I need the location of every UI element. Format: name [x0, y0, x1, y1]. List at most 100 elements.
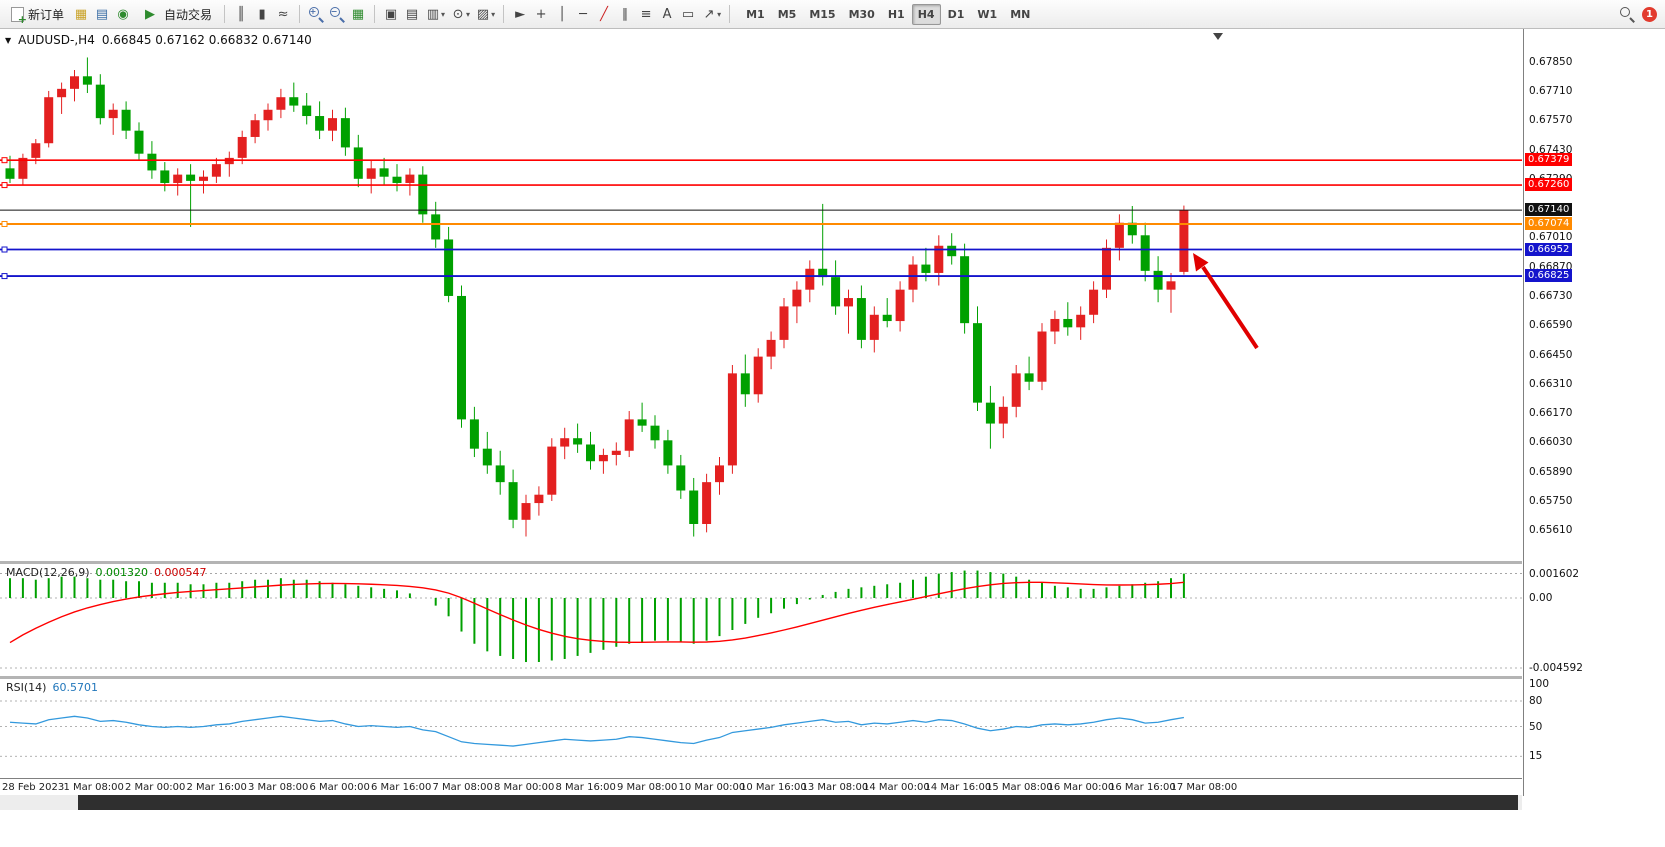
time-label: 13 Mar 08:00 [801, 782, 869, 793]
label-tool-icon[interactable]: ▭ [681, 6, 695, 22]
price-chart[interactable] [0, 30, 1522, 561]
time-label: 17 Mar 08:00 [1170, 782, 1238, 793]
one-click-collapse-icon[interactable]: ▼ [5, 35, 12, 45]
price-tick: 0.67570 [1529, 114, 1573, 127]
rsi-value: 60.5701 [52, 681, 98, 694]
toolbar-separator [729, 5, 731, 23]
timeframe-h1[interactable]: H1 [887, 7, 905, 21]
time-label: 15 Mar 08:00 [986, 782, 1053, 793]
price-badge-0.66952: 0.66952 [1525, 242, 1573, 256]
zoom-in-sign: + [309, 6, 317, 16]
bar-chart-mode-icon[interactable]: ║ [237, 6, 245, 22]
text-tool-icon[interactable]: A [662, 6, 672, 22]
level-handle[interactable] [1, 220, 8, 227]
search-icon[interactable] [1619, 6, 1635, 22]
timeframe-w1[interactable]: W1 [977, 7, 998, 21]
data-window-icon[interactable]: ▤ [95, 6, 109, 22]
tile-windows-icon[interactable]: ▦ [351, 6, 365, 22]
timeframe-d1[interactable]: D1 [947, 7, 965, 21]
price-tick: 0.67430 [1529, 143, 1573, 156]
period-dropdown-icon[interactable]: ▾ [466, 9, 471, 19]
price-tick: 0.66730 [1529, 289, 1573, 302]
zoom-out-magnifier-icon: − [329, 6, 345, 22]
time-label: 6 Mar 00:00 [309, 782, 370, 793]
new-chart-dropdown-icon[interactable]: ▾ [441, 9, 446, 19]
cascade-windows-icon[interactable]: ▤ [405, 6, 419, 22]
zoom-in-icon[interactable]: + [306, 4, 326, 24]
crosshair-tool-icon[interactable]: + [535, 6, 547, 22]
channel-tool-icon[interactable]: ∥ [621, 6, 629, 22]
new-chart-icon[interactable]: ▥ [426, 6, 440, 22]
line-chart-mode-icon[interactable]: ≈ [277, 6, 289, 22]
level-handle[interactable] [1, 273, 8, 280]
rsi-panel[interactable]: RSI(14) 60.5701 [0, 679, 1522, 778]
level-handle[interactable] [1, 182, 8, 189]
main-chart-panel[interactable]: ▼ AUDUSD-,H4 0.66845 0.67162 0.66832 0.6… [0, 30, 1522, 561]
rsi-header: RSI(14) 60.5701 [6, 681, 98, 694]
fibonacci-tool-icon[interactable]: ≡ [640, 6, 652, 22]
timeframe-m5[interactable]: M5 [777, 7, 797, 21]
arrow-head-icon [1193, 253, 1209, 272]
horizontal-line-tool-icon[interactable]: ─ [579, 6, 587, 22]
zoom-out-icon[interactable]: − [327, 4, 347, 24]
cursor-tool-icon[interactable]: ► [515, 6, 526, 22]
time-label: 16 Mar 00:00 [1047, 782, 1115, 793]
rsi-chart[interactable] [0, 679, 1522, 778]
rsi-line [9, 715, 1185, 747]
market-watch-icon[interactable]: ▦ [74, 6, 88, 22]
price-axis[interactable]: 0.678500.677100.675700.674300.672900.670… [1523, 29, 1665, 796]
chart-shift-marker-icon[interactable] [1213, 33, 1223, 40]
chart-ohlc-header: ▼ AUDUSD-,H4 0.66845 0.67162 0.66832 0.6… [5, 33, 312, 47]
snapshot-icon[interactable]: ▨ [476, 6, 490, 22]
scrollbar-thumb[interactable] [78, 795, 1518, 810]
time-label: 2 Mar 00:00 [125, 782, 186, 793]
arrows-dropdown-icon[interactable]: ▾ [717, 9, 722, 19]
time-label: 14 Mar 16:00 [924, 782, 992, 793]
trendline-tool-icon[interactable]: ╱ [600, 6, 608, 22]
timeframe-mn[interactable]: MN [1010, 7, 1031, 21]
auto-trading-button[interactable]: ▶ 自动交易 [134, 2, 218, 26]
timeframe-h4[interactable]: H4 [911, 3, 941, 25]
price-tick: 0.67710 [1529, 84, 1573, 97]
macd-value: 0.001320 [95, 566, 149, 579]
auto-trading-icon: ▶ [145, 6, 156, 22]
zoom-in-magnifier-icon: + [308, 6, 324, 22]
new-window-icon[interactable]: ▣ [384, 6, 398, 22]
price-badge-0.67260: 0.67260 [1525, 178, 1573, 192]
timeframe-m1[interactable]: M1 [746, 7, 765, 21]
period-clock-icon[interactable]: ⊙ [452, 6, 464, 22]
navigator-icon[interactable]: ◉ [117, 6, 129, 22]
macd-axis-label: 0.001602 [1529, 567, 1580, 580]
time-label: 8 Mar 00:00 [494, 782, 555, 793]
candlestick-mode-icon[interactable]: ▮ [258, 6, 266, 22]
macd-axis-label: 0.00 [1529, 592, 1553, 604]
time-label: 10 Mar 16:00 [740, 782, 807, 793]
notification-badge[interactable]: 1 [1642, 6, 1657, 22]
panel-separator[interactable] [0, 676, 1522, 679]
arrows-tool-icon[interactable]: ↗ [703, 6, 715, 22]
macd-panel[interactable]: MACD(12,26,9) 0.001320 0.000547 [0, 564, 1522, 676]
rsi-label: RSI(14) [6, 681, 47, 694]
auto-trading-label: 自动交易 [164, 7, 213, 22]
timeframe-m15[interactable]: M15 [809, 7, 836, 21]
level-handle[interactable] [1, 246, 8, 253]
macd-histogram [9, 570, 1185, 663]
time-label: 2 Mar 16:00 [186, 782, 247, 793]
toolbar-right-group: 1 [1619, 6, 1660, 22]
price-tick: 0.67850 [1529, 55, 1573, 68]
price-tick: 0.65890 [1529, 465, 1573, 478]
snapshot-dropdown-icon[interactable]: ▾ [491, 9, 496, 19]
time-axis[interactable]: 28 Feb 2023 1 Mar 08:00 2 Mar 00:00 2 Mar 1… [0, 778, 1522, 795]
horizontal-scrollbar[interactable] [0, 795, 1522, 810]
new-order-button[interactable]: 新订单 [5, 4, 70, 26]
price-badge-0.66825: 0.66825 [1525, 269, 1573, 283]
symbol-period-label: AUDUSD-,H4 [18, 33, 95, 47]
level-lines[interactable] [0, 157, 1522, 280]
timeframe-m30[interactable]: M30 [848, 7, 875, 21]
annotation-arrow[interactable] [1193, 253, 1259, 350]
panel-separator[interactable] [0, 561, 1522, 564]
level-handle[interactable] [1, 157, 8, 164]
time-label: 10 Mar 00:00 [678, 782, 746, 793]
vertical-line-tool-icon[interactable]: │ [558, 6, 566, 22]
macd-chart[interactable] [0, 564, 1522, 676]
